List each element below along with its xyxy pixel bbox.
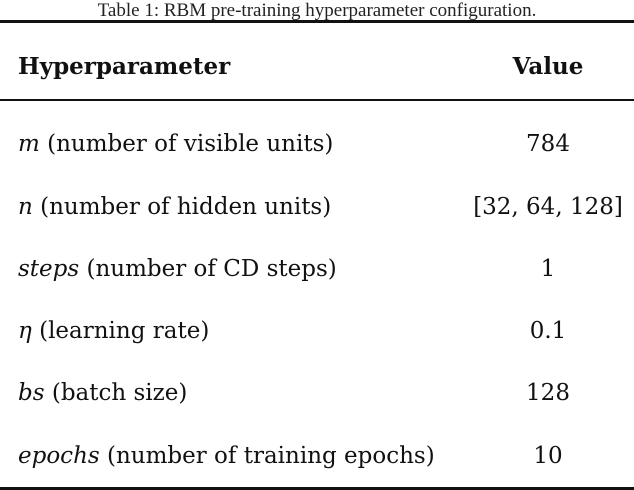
value-cell: [32, 64, 128] — [473, 194, 623, 220]
value-cell: 10 — [533, 443, 563, 469]
param-cell: epochs (number of training epochs) — [18, 439, 435, 473]
param-description: (number of training epochs) — [107, 443, 435, 469]
table-row: n (number of hidden units) [32, 64, 128] — [0, 190, 634, 224]
value-cell: 0.1 — [529, 318, 567, 344]
param-cell: bs (batch size) — [18, 376, 187, 410]
param-cell: steps (number of CD steps) — [18, 252, 337, 286]
param-description: (number of CD steps) — [86, 256, 337, 282]
table-row: m (number of visible units) 784 — [0, 127, 634, 161]
table-caption: Table 1: RBM pre-training hyperparameter… — [97, 0, 537, 21]
header-rule — [0, 99, 634, 101]
param-symbol: bs — [18, 380, 45, 406]
param-symbol: steps — [18, 256, 80, 282]
header-hyperparameter: Hyperparameter — [18, 53, 231, 80]
param-cell: n (number of hidden units) — [18, 190, 331, 224]
param-description: (number of hidden units) — [40, 194, 332, 220]
value-cell: 784 — [526, 131, 570, 157]
param-description: (learning rate) — [39, 318, 210, 344]
param-description: (number of visible units) — [47, 131, 334, 157]
param-symbol: η — [18, 318, 32, 344]
param-cell: m (number of visible units) — [18, 127, 333, 161]
bottom-rule — [0, 487, 634, 490]
top-rule — [0, 20, 634, 23]
table-row: η (learning rate) 0.1 — [0, 314, 634, 348]
table-row: steps (number of CD steps) 1 — [0, 252, 634, 286]
param-symbol: n — [18, 194, 33, 220]
param-symbol: epochs — [18, 443, 100, 469]
value-cell: 128 — [526, 380, 570, 406]
table-row: epochs (number of training epochs) 10 — [0, 439, 634, 473]
param-cell: η (learning rate) — [18, 314, 209, 348]
header-value: Value — [512, 53, 584, 80]
table-row: bs (batch size) 128 — [0, 376, 634, 410]
value-cell: 1 — [540, 256, 556, 282]
param-description: (batch size) — [51, 380, 188, 406]
param-symbol: m — [18, 131, 40, 157]
